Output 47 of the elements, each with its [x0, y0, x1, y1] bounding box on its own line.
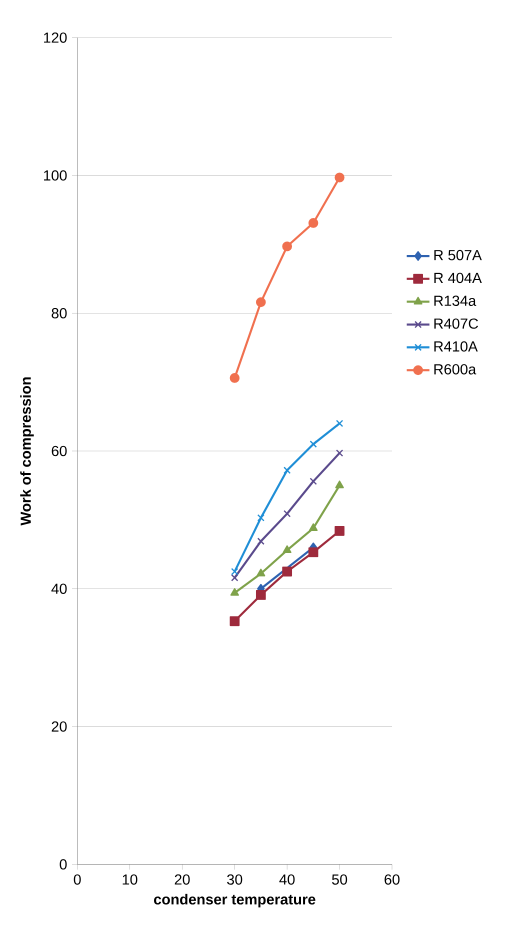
point: [308, 523, 318, 531]
point: [256, 568, 266, 576]
legend-label: R 507A: [434, 250, 482, 260]
y-tick-label: 100: [44, 170, 67, 181]
point: [256, 590, 266, 600]
legend-label: R 404A: [434, 272, 482, 284]
x-tick-label: 20: [174, 874, 190, 885]
point: [256, 297, 266, 308]
y-tick-label: 60: [52, 446, 67, 456]
x-tick-label: 40: [279, 874, 295, 885]
y-tick-label: 80: [52, 308, 67, 318]
legend-label: R410A: [434, 341, 478, 352]
x-tick-label: 0: [74, 874, 81, 885]
y-axis-title: Work of compression: [20, 377, 34, 526]
point: [334, 172, 344, 182]
point: [257, 538, 265, 545]
y-tick-label: 20: [52, 721, 67, 732]
legend-label: R134a: [434, 296, 476, 306]
point: [230, 574, 238, 582]
x-tick-label: 50: [332, 874, 348, 885]
x-tick-label: 30: [227, 874, 242, 885]
point: [282, 241, 292, 252]
point: [335, 480, 344, 488]
point: [283, 466, 291, 474]
x-tick-label: 60: [384, 874, 400, 885]
y-tick-label: 0: [60, 859, 67, 870]
point: [283, 510, 291, 518]
point: [336, 420, 344, 428]
point: [230, 373, 240, 383]
point: [257, 514, 265, 522]
point: [282, 545, 292, 553]
x-tick-label: 10: [122, 874, 138, 885]
point: [336, 449, 344, 457]
point: [310, 478, 318, 485]
point: [282, 566, 292, 576]
point: [334, 526, 344, 536]
point: [230, 588, 240, 596]
y-tick-label: 120: [44, 32, 67, 43]
x-axis-title: condenser temperature: [154, 894, 316, 908]
point: [308, 218, 318, 228]
legend-label: R600a: [434, 364, 476, 374]
point: [230, 616, 240, 626]
point: [308, 547, 318, 558]
point: [230, 568, 238, 576]
y-tick-label: 40: [51, 584, 67, 594]
point: [310, 440, 318, 448]
legend-label: R407C: [434, 318, 478, 329]
